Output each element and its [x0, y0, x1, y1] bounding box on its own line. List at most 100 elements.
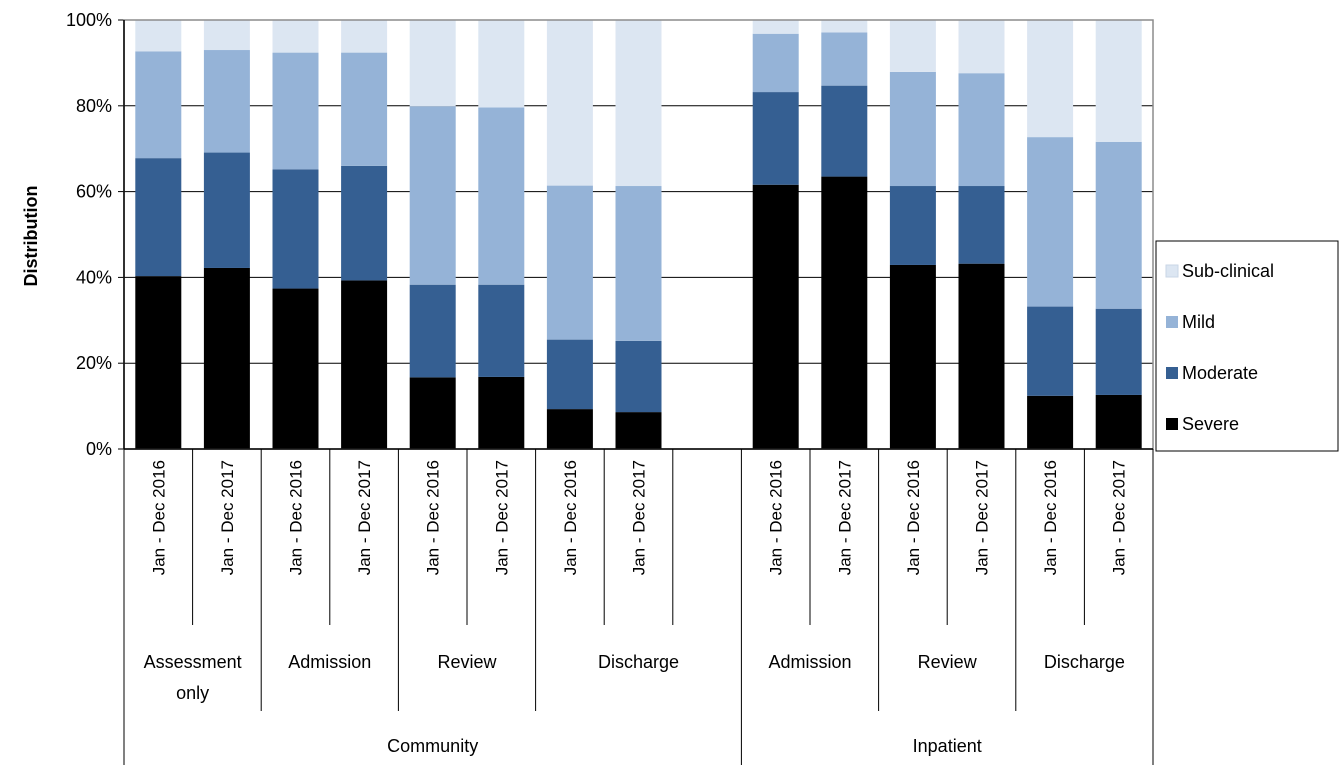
legend-label: Severe — [1182, 414, 1239, 434]
bar-segment-severe — [409, 377, 456, 449]
subgroup-label: Discharge — [1044, 652, 1125, 672]
bar-segment-severe — [821, 176, 868, 449]
bar-segment-moderate — [752, 92, 799, 185]
bar-segment-moderate — [958, 186, 1005, 264]
legend-label: Moderate — [1182, 363, 1258, 383]
subgroup-label: Discharge — [598, 652, 679, 672]
bar-segment-severe — [272, 288, 319, 449]
bar-segment-sub-clinical — [546, 20, 593, 186]
group-label: Inpatient — [913, 736, 982, 756]
bar-segment-moderate — [478, 284, 525, 377]
bar-segment-sub-clinical — [615, 20, 662, 187]
y-tick-label: 100% — [66, 10, 112, 30]
subgroup-label: Assessment — [144, 652, 242, 672]
y-tick-label: 20% — [76, 353, 112, 373]
legend-swatch — [1165, 264, 1179, 278]
bar-segment-severe — [752, 184, 799, 449]
bar-segment-severe — [1095, 394, 1142, 449]
legend-box — [1155, 240, 1339, 452]
bar-segment-mild — [615, 186, 662, 341]
y-tick-label: 80% — [76, 96, 112, 116]
category-label: Jan - Dec 2016 — [767, 460, 786, 575]
bar-segment-mild — [341, 52, 388, 166]
bar-segment-severe — [478, 376, 525, 449]
bar-segment-moderate — [1027, 306, 1074, 396]
bar-segment-sub-clinical — [821, 20, 868, 33]
legend-label: Sub-clinical — [1182, 261, 1274, 281]
bar-segment-moderate — [1095, 308, 1142, 395]
bar-segment-severe — [615, 412, 662, 449]
bar-segment-sub-clinical — [478, 20, 525, 108]
bar-segment-mild — [409, 106, 456, 285]
bar-segment-severe — [546, 409, 593, 449]
bar-segment-sub-clinical — [1027, 20, 1074, 138]
bar-segment-moderate — [203, 152, 250, 268]
y-tick-labels: 0% 20% 40% 60% 80% 100% — [66, 10, 112, 459]
legend-swatch — [1166, 316, 1178, 328]
bar-segment-mild — [546, 185, 593, 340]
legend-label: Mild — [1182, 312, 1215, 332]
bar-segment-moderate — [821, 85, 868, 177]
bar-segment-moderate — [615, 340, 662, 413]
bar-segment-mild — [1095, 141, 1142, 309]
bar-segment-sub-clinical — [272, 20, 319, 53]
legend-swatch — [1166, 367, 1178, 379]
bar-segment-mild — [478, 107, 525, 285]
bars — [135, 20, 1142, 449]
subgroup-label: Admission — [288, 652, 371, 672]
bar-segment-sub-clinical — [958, 20, 1005, 74]
category-label: Jan - Dec 2017 — [835, 460, 854, 575]
bar-segment-severe — [203, 267, 250, 449]
bar-segment-moderate — [889, 186, 936, 265]
bar-segment-mild — [889, 71, 936, 187]
bar-segment-severe — [958, 263, 1005, 449]
bar-segment-mild — [135, 51, 182, 159]
bar-segment-severe — [889, 264, 936, 449]
bar-segment-sub-clinical — [1095, 20, 1142, 142]
category-label: Jan - Dec 2016 — [1041, 460, 1060, 575]
bar-segment-sub-clinical — [203, 20, 250, 51]
bar-segment-sub-clinical — [889, 20, 936, 72]
bar-segment-moderate — [272, 169, 319, 289]
bar-segment-severe — [135, 276, 182, 449]
bar-segment-severe — [1027, 395, 1074, 449]
bar-segment-mild — [1027, 137, 1074, 307]
subgroup-label: only — [176, 683, 209, 703]
bar-segment-mild — [272, 52, 319, 170]
bar-segment-mild — [752, 33, 799, 93]
subgroup-label: Review — [437, 652, 497, 672]
group-label: Community — [387, 736, 478, 756]
category-label: Jan - Dec 2016 — [424, 460, 443, 575]
legend-swatch — [1166, 418, 1178, 430]
y-axis-label: Distribution — [21, 186, 41, 287]
category-label: Jan - Dec 2017 — [492, 460, 511, 575]
bar-segment-severe — [341, 280, 388, 449]
axes — [118, 19, 1154, 765]
bar-segment-moderate — [341, 165, 388, 281]
bar-segment-mild — [203, 50, 250, 153]
bar-segment-moderate — [546, 339, 593, 410]
category-label: Jan - Dec 2017 — [355, 460, 374, 575]
bar-segment-mild — [958, 73, 1005, 187]
bar-segment-sub-clinical — [409, 20, 456, 107]
x-axis-labels: Jan - Dec 2016 Jan - Dec 2017 Jan - Dec 20… — [144, 460, 1129, 756]
category-label: Jan - Dec 2017 — [630, 460, 649, 575]
category-label: Jan - Dec 2017 — [1110, 460, 1129, 575]
bar-segment-sub-clinical — [341, 20, 388, 53]
y-tick-label: 60% — [76, 182, 112, 202]
category-label: Jan - Dec 2016 — [287, 460, 306, 575]
category-label: Jan - Dec 2016 — [561, 460, 580, 575]
category-label: Jan - Dec 2016 — [904, 460, 923, 575]
category-label: Jan - Dec 2017 — [218, 460, 237, 575]
bar-segment-moderate — [135, 158, 182, 277]
bar-segment-sub-clinical — [752, 20, 799, 34]
bar-segment-moderate — [409, 284, 456, 378]
y-tick-label: 0% — [86, 439, 112, 459]
category-label: Jan - Dec 2016 — [149, 460, 168, 575]
subgroup-label: Admission — [768, 652, 851, 672]
y-tick-label: 40% — [76, 267, 112, 287]
subgroup-label: Review — [918, 652, 978, 672]
category-label: Jan - Dec 2017 — [973, 460, 992, 575]
legend: Sub-clinical Mild Moderate Severe — [1155, 240, 1339, 452]
